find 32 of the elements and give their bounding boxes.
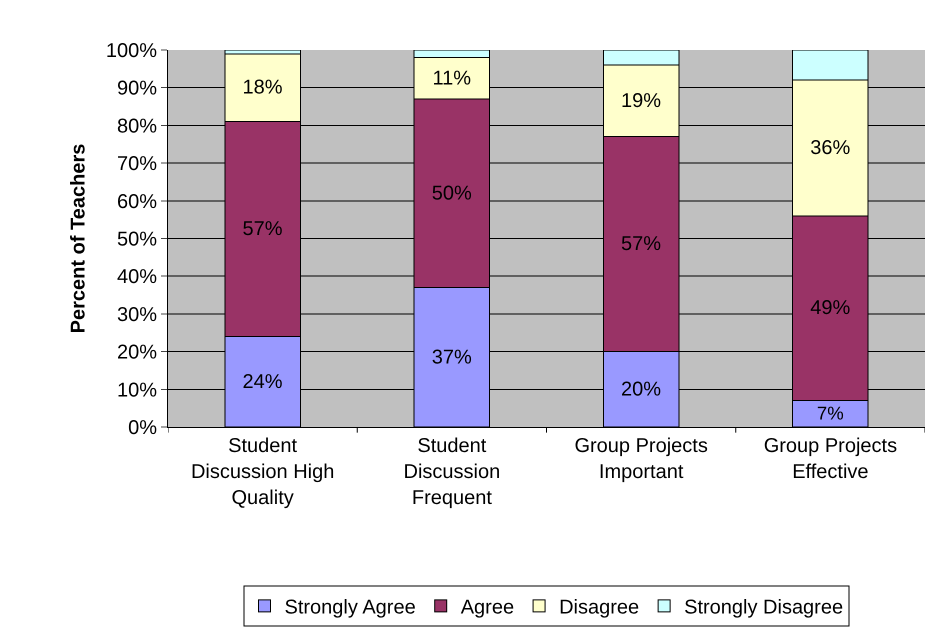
legend-label: Strongly Agree	[284, 596, 416, 619]
y-axis-title: Percent of Teachers	[67, 144, 90, 334]
y-tick-label: 100%	[106, 40, 158, 62]
data-label: 11%	[432, 67, 472, 90]
y-tick-label: 70%	[116, 153, 158, 176]
y-tick-label: 30%	[116, 304, 158, 326]
y-tick-label: 0%	[128, 417, 158, 439]
y-tick-label: 40%	[116, 266, 158, 288]
x-tick-label: Group Projects Important	[574, 435, 708, 483]
data-label: 19%	[621, 90, 662, 112]
data-label: 50%	[432, 182, 472, 204]
x-tick-label: Group Projects Effective	[764, 435, 898, 483]
legend-label: Agree	[460, 596, 514, 619]
data-label: 57%	[621, 233, 662, 256]
y-tick-label: 80%	[116, 115, 158, 138]
x-tick-label: Student Discussion Frequent	[404, 435, 500, 509]
data-label: 49%	[810, 297, 850, 320]
data-label: 24%	[242, 370, 283, 393]
y-tick-label: 90%	[116, 78, 158, 100]
data-label: 20%	[621, 378, 662, 400]
data-label: 36%	[810, 137, 850, 160]
legend-label: Strongly Disagree	[684, 596, 844, 619]
y-tick-label: 10%	[116, 379, 158, 402]
y-tick-label: 20%	[116, 342, 158, 364]
y-tick-label: 50%	[116, 228, 158, 250]
legend-label: Disagree	[559, 596, 640, 619]
data-label: 37%	[432, 346, 472, 368]
data-label: 57%	[242, 218, 283, 240]
y-tick-label: 60%	[116, 190, 158, 213]
x-tick-label: Student Discussion High Quality	[190, 435, 334, 509]
data-label: 18%	[242, 76, 283, 99]
data-label: 7%	[816, 402, 844, 424]
